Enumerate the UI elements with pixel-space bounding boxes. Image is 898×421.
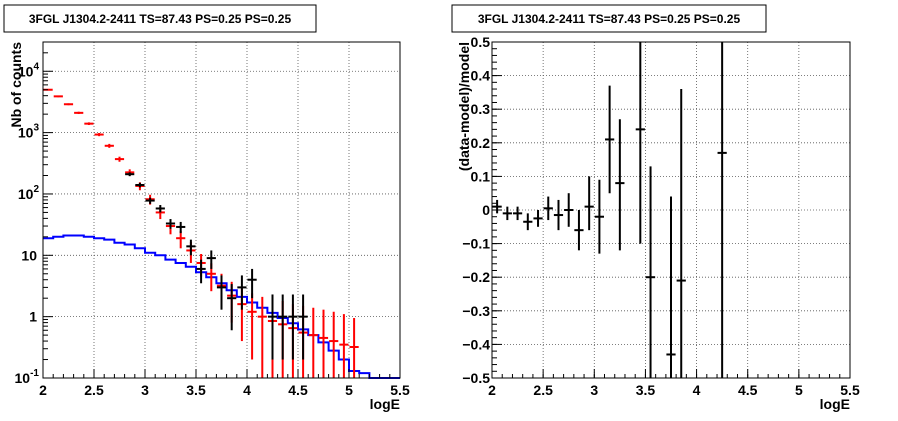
counts-x-tick-label: 4.5 <box>288 382 308 398</box>
counts-x-tick-label: 3.5 <box>186 382 206 398</box>
residuals-y-tick-label: 0.2 <box>471 135 491 151</box>
residuals-y-tick-label: −0.5 <box>462 370 490 386</box>
residuals-x-tick-label: 5.5 <box>840 382 860 398</box>
counts-x-tick-label: 5.5 <box>390 382 410 398</box>
residuals-y-tick-label: −0.1 <box>462 236 490 252</box>
residuals-axes: 2 2.5 3 3.5 4 4.5 5 5.5 −0.5 −0.4 −0.3 −0.2 −0.1 0 0.1… <box>462 34 860 398</box>
counts-x-axis-label: logE <box>370 396 400 412</box>
counts-x-tick-label: 2 <box>39 382 47 398</box>
residuals-y-tick-label: −0.3 <box>462 303 490 319</box>
residuals-x-tick-label: 4 <box>693 382 701 398</box>
residuals-y-tick-label: −0.2 <box>462 269 490 285</box>
counts-y-tick-label: 10 <box>21 247 37 263</box>
residuals-x-tick-label: 5 <box>795 382 803 398</box>
counts-plot-frame <box>42 41 401 379</box>
residuals-x-tick-label: 2 <box>488 382 496 398</box>
counts-series <box>43 88 400 379</box>
residuals-x-tick-label: 3.5 <box>636 382 656 398</box>
residuals-x-axis-label: logE <box>820 396 850 412</box>
counts-title-box <box>3 4 317 33</box>
counts-y-tick-label: 104 <box>18 61 40 79</box>
residuals-y-tick-label: 0.4 <box>471 68 491 84</box>
residuals-title-box <box>451 4 767 33</box>
counts-x-tick-label: 2.5 <box>84 382 104 398</box>
residuals-y-tick-label: 0 <box>482 202 490 218</box>
residuals-grid <box>492 42 850 378</box>
counts-axes: 2 2.5 3 3.5 4 4.5 5 5.5 10-1 1 10 102 103 104 <box>15 41 410 398</box>
residuals-series <box>492 42 727 378</box>
counts-y-tick-label: 103 <box>18 123 40 141</box>
residuals-x-tick-label: 4.5 <box>738 382 758 398</box>
residuals-x-tick-label: 2.5 <box>533 382 553 398</box>
residuals-y-tick-label: 0.5 <box>471 34 491 50</box>
counts-x-tick-label: 5 <box>345 382 353 398</box>
counts-y-tick-label: 1 <box>29 309 37 325</box>
counts-panel: 3FGL J1304.2-2411 TS=87.43 PS=0.25 PS=0.… <box>3 4 410 412</box>
residuals-y-tick-label: 0.3 <box>471 101 491 117</box>
counts-x-tick-label: 4 <box>243 382 251 398</box>
counts-grid <box>43 42 400 378</box>
residuals-y-tick-label: 0.1 <box>471 168 491 184</box>
counts-y-axis-label: Nb of counts <box>8 42 24 128</box>
counts-y-tick-label: 102 <box>18 184 40 202</box>
residuals-title: 3FGL J1304.2-2411 TS=87.43 PS=0.25 PS=0.… <box>478 12 741 26</box>
residuals-panel: 3FGL J1304.2-2411 TS=87.43 PS=0.25 PS=0.… <box>451 4 860 412</box>
counts-y-tick-label: 10-1 <box>15 368 40 386</box>
residuals-x-tick-label: 3 <box>590 382 598 398</box>
counts-model-step-line <box>43 234 400 379</box>
counts-x-tick-label: 3 <box>141 382 149 398</box>
counts-title: 3FGL J1304.2-2411 TS=87.43 PS=0.25 PS=0.… <box>29 12 292 26</box>
residuals-y-axis-label: (data-model)/model <box>456 42 472 171</box>
residuals-y-tick-label: −0.4 <box>462 336 490 352</box>
